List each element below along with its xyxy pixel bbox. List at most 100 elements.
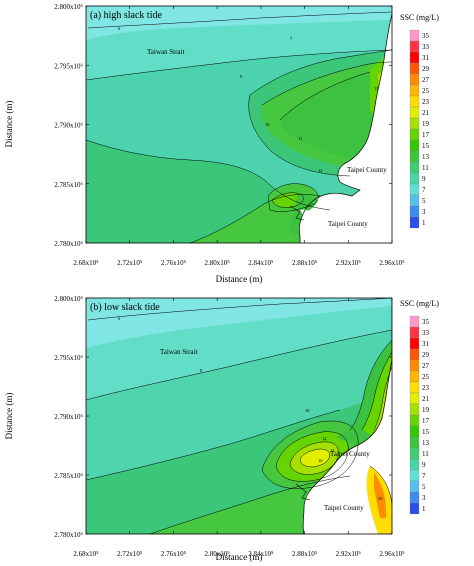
colorbar-label: 7 — [422, 472, 426, 480]
colorbar-swatch — [409, 491, 420, 504]
colorbar-label: 1 — [422, 505, 426, 513]
colorbar-label: 33 — [422, 329, 430, 337]
colorbar-swatch — [409, 502, 420, 515]
colorbar-label: 13 — [422, 153, 430, 161]
colorbar-label: 3 — [422, 494, 426, 502]
contour-label: 11 — [298, 136, 302, 141]
colorbar-swatch — [409, 117, 420, 130]
colorbar-swatch — [409, 359, 420, 372]
colorbar-swatch — [409, 425, 420, 438]
colorbar-label: 29 — [422, 351, 430, 359]
contour-label: 7 — [290, 36, 293, 41]
panel-b-ylabel: Distance (m) — [4, 393, 14, 440]
y-tick-label: 2.780x10⁶ — [54, 240, 83, 248]
colorbar-label: 5 — [422, 483, 426, 491]
colorbar-swatch — [409, 95, 420, 108]
x-tick-label: 2.68x10⁵ — [73, 259, 99, 267]
colorbar-swatch — [409, 84, 420, 97]
annotation-taipei-county: Taipei County — [328, 220, 368, 228]
x-tick-label: 2.88x10⁵ — [292, 259, 318, 267]
colorbar-label: 19 — [422, 120, 430, 128]
colorbar-label: 11 — [422, 164, 429, 172]
contour-label: 6 — [118, 26, 121, 31]
colorbar-label: 31 — [422, 54, 430, 62]
x-tick-label: 2.92x10⁵ — [336, 550, 362, 558]
colorbar-swatch — [409, 370, 420, 383]
contour-label: 12 — [318, 168, 323, 173]
contour-label: 6 — [118, 316, 121, 321]
y-tick-label: 2.780x10⁶ — [54, 531, 83, 539]
contour-labels-a: 6 7 9 10 11 12 13 — [118, 26, 379, 173]
colorbar-label: 7 — [422, 186, 426, 194]
y-tick-label: 2.790x10⁶ — [54, 122, 83, 130]
colorbar-swatch — [409, 381, 420, 394]
panel-a: 6 7 9 10 11 12 13 (a) high slack tide Ta… — [4, 3, 405, 284]
x-tick-label: 2.76x10⁵ — [161, 550, 187, 558]
x-tick-label: 2.68x10⁵ — [73, 550, 99, 558]
annotation-taiwan-strait: Taiwan Strait — [147, 48, 184, 56]
colorbar-label: 21 — [422, 395, 430, 403]
x-tick-label: 2.80x10⁵ — [205, 259, 231, 267]
colorbar-swatch — [409, 326, 420, 339]
colorbar-swatch — [409, 161, 420, 174]
colorbar-label: 27 — [422, 76, 430, 84]
contour-label: 9 — [240, 74, 243, 79]
colorbar-label: 17 — [422, 131, 430, 139]
colorbar-label: 27 — [422, 362, 430, 370]
colorbar-swatch — [409, 436, 420, 449]
colorbar-swatch — [409, 469, 420, 482]
panel-a-xlabel: Distance (m) — [216, 274, 263, 284]
colorbar-swatch — [409, 51, 420, 64]
y-tick-label: 2.785x10⁶ — [54, 181, 83, 189]
colorbar-label: 35 — [422, 318, 430, 326]
colorbar-swatch — [409, 73, 420, 86]
x-tick-label: 2.80x10⁵ — [205, 550, 231, 558]
x-tick-label: 2.96x10⁵ — [379, 550, 405, 558]
contour-label: 14 — [330, 448, 335, 453]
x-tick-label: 2.88x10⁵ — [292, 550, 318, 558]
contour-label: 12 — [322, 436, 327, 441]
colorbar-label: 35 — [422, 32, 430, 40]
colorbar-swatch — [409, 172, 420, 185]
colorbar-swatch — [409, 403, 420, 416]
colorbar-label: 15 — [422, 428, 430, 436]
colorbar-swatch — [409, 337, 420, 350]
colorbar-swatch — [409, 315, 420, 328]
colorbar-label: 25 — [422, 373, 430, 381]
colorbar-a-title: SSC (mg/L) — [400, 13, 439, 22]
colorbar-label: 23 — [422, 98, 430, 106]
colorbar-swatch — [409, 447, 420, 460]
colorbar-label: 29 — [422, 65, 430, 73]
colorbar-a: SSC (mg/L) 35333129272523211917151311975… — [400, 13, 439, 229]
panel-a-title: (a) high slack tide — [90, 10, 162, 21]
y-tick-label: 2.795x10⁶ — [54, 62, 83, 70]
contour-label: 13 — [374, 86, 379, 91]
colorbar-b-title: SSC (mg/L) — [400, 299, 439, 308]
colorbar-label: 33 — [422, 43, 430, 51]
contour-label: 8 — [200, 368, 203, 373]
colorbar-label: 17 — [422, 417, 430, 425]
colorbar-label: 31 — [422, 340, 430, 348]
x-tick-label: 2.96x10⁵ — [379, 259, 405, 267]
x-tick-label: 2.84x10⁵ — [248, 259, 274, 267]
colorbar-swatch — [409, 348, 420, 361]
colorbar-label: 5 — [422, 197, 426, 205]
panel-b-field: 6 8 10 12 14 16 20 — [86, 298, 392, 534]
colorbar-swatch — [409, 139, 420, 152]
panel-a-ylabel: Distance (m) — [4, 101, 14, 148]
contour-label: 20 — [378, 496, 383, 501]
panel-b-axes: 2.68x10⁵ 2.72x10⁵ 2.76x10⁵ 2.80x10⁵ 2.84x10⁵… — [54, 295, 405, 558]
y-tick-label: 2.800x10⁶ — [54, 295, 83, 303]
annotation-taipei-county: Taipei County — [324, 504, 364, 512]
contour-label: 16 — [318, 458, 323, 463]
x-tick-label: 2.72x10⁵ — [117, 550, 143, 558]
x-tick-label: 2.72x10⁵ — [117, 259, 143, 267]
x-tick-label: 2.76x10⁵ — [161, 259, 187, 267]
colorbar-swatch — [409, 29, 420, 42]
colorbar-swatch — [409, 205, 420, 218]
annotation-taiwan-strait: Taiwan Strait — [160, 348, 197, 356]
panel-a-field: 6 7 9 10 11 12 13 — [86, 6, 392, 243]
y-tick-label: 2.800x10⁶ — [54, 3, 83, 11]
colorbar-label: 21 — [422, 109, 430, 117]
